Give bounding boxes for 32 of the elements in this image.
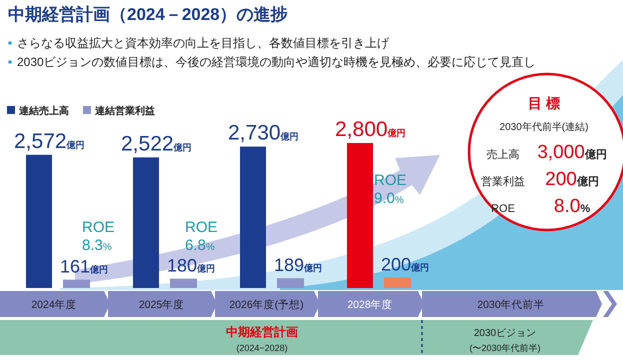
- data-label: 2,522億円: [121, 132, 192, 156]
- text: (〜2030年代前半): [469, 343, 541, 353]
- data-label: 2,730億円: [228, 122, 299, 145]
- data-label: 2,572億円: [14, 130, 85, 153]
- data-label: 2,800億円: [335, 118, 406, 141]
- text: 中期経営計画: [226, 325, 298, 339]
- chart-title: 中期経営計画（2024－2028）の進捗: [8, 5, 288, 24]
- chart-subtitle: さらなる収益拡大と資本効率の向上を目指し、各数値目標を引き上げ 2030ビジョンの数値目標は、今後の経営環境の動向や適切な時機を見極め、必要に応じて見直し: [17, 36, 536, 69]
- annotation: ROE 6.8%: [185, 219, 218, 254]
- x-tick-label: 2025年度: [138, 298, 184, 311]
- x-tick-label: 2030年代前半: [477, 298, 545, 311]
- data-label: 161億円: [60, 256, 108, 277]
- bar: [347, 143, 373, 288]
- annotation: ROE 9.0%: [374, 172, 407, 207]
- data-label: 189億円: [274, 255, 322, 276]
- text: (2024−2028): [236, 343, 288, 353]
- bar: [26, 154, 52, 288]
- x-tick-label: 2028年度: [347, 298, 393, 311]
- bar: [170, 278, 197, 288]
- annotation: ROE 8.3%: [82, 219, 115, 254]
- bar: [277, 278, 304, 288]
- legend-label: 連結営業利益: [94, 105, 155, 117]
- x-tick-label: 2026年度(予想): [229, 298, 304, 311]
- bar: [240, 146, 266, 288]
- bar: [133, 157, 159, 288]
- data-label: 200億円: [381, 254, 430, 275]
- x-tick-label: 2024年度: [31, 298, 77, 311]
- data-label: 180億円: [167, 256, 216, 276]
- text: 2030ビジョン: [474, 328, 536, 339]
- bar: [384, 278, 411, 288]
- legend-label: 連結売上高: [18, 105, 69, 117]
- bar: [63, 280, 90, 288]
